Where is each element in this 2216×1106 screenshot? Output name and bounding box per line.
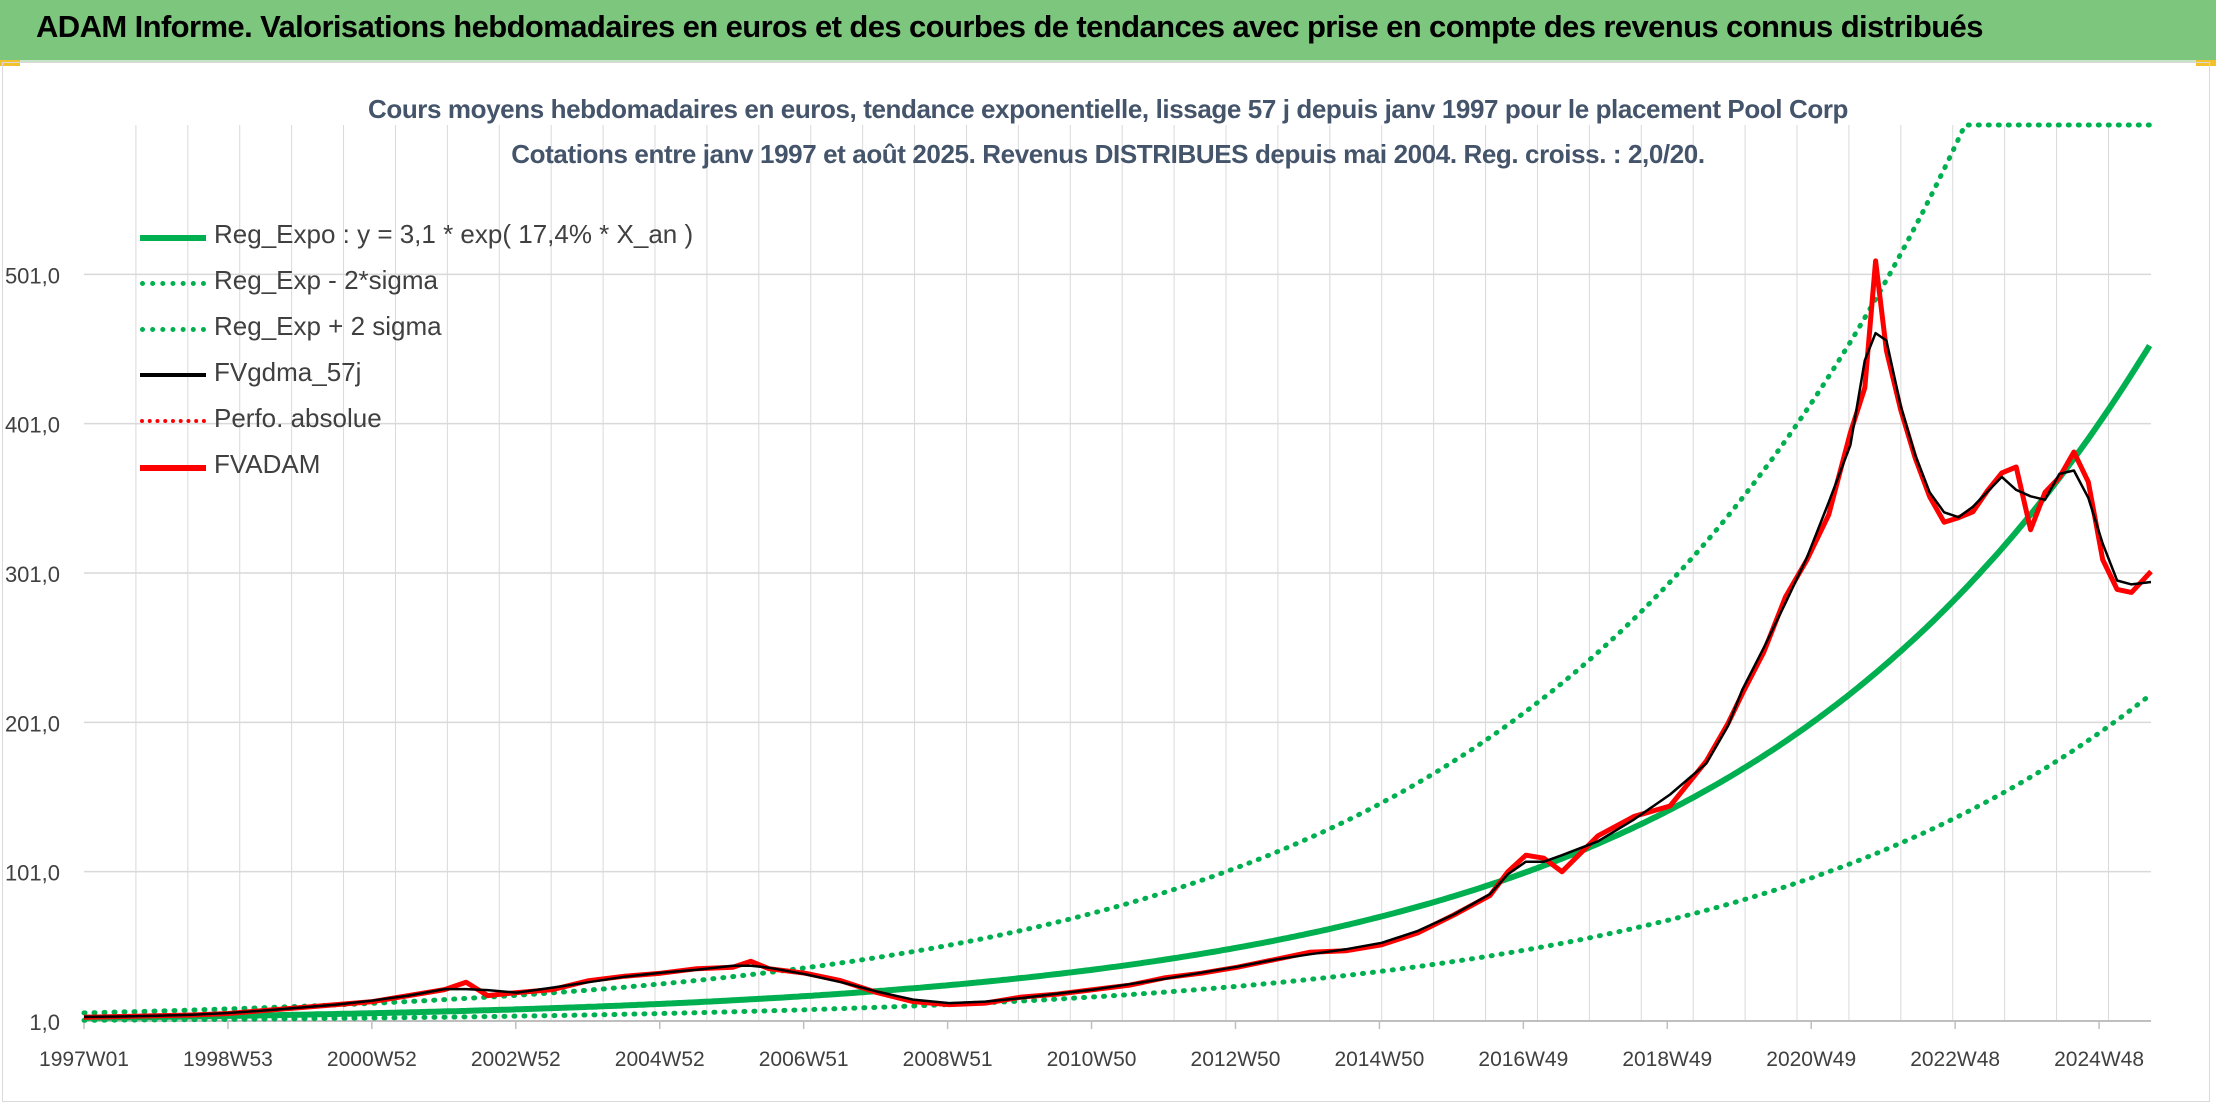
corner-marker-right [2196,60,2216,66]
legend-swatch-fvadam [140,465,206,471]
y-tick-label: 101,0 [5,861,60,886]
x-tick-label: 2016W49 [1478,1048,1568,1071]
legend-item-fvgdma: FVgdma_57j [140,352,740,398]
legend-label-reg-exp-plus: Reg_Exp + 2 sigma [214,311,442,341]
x-tick-label: 2020W49 [1766,1048,1856,1071]
report-header: ADAM Informe. Valorisations hebdomadaire… [0,0,2216,62]
y-tick-label: 501,0 [5,263,60,288]
y-tick-label: 1,0 [29,1010,60,1035]
x-tick-label: 2008W51 [903,1048,993,1071]
corner-marker-left [0,60,20,66]
y-tick-label: 201,0 [5,711,60,736]
legend-label-reg-exp-minus: Reg_Exp - 2*sigma [214,265,438,295]
x-tick-label: 2000W52 [327,1048,417,1071]
x-tick-label: 2010W50 [1047,1048,1137,1071]
x-tick-label: 2002W52 [471,1048,561,1071]
series-reg-exp-plus-2sigma [81,122,2153,1016]
x-tick-label: 1998W53 [183,1048,273,1071]
legend-swatch-reg-expo [140,235,206,241]
series-reg-expo [83,344,2153,1021]
x-tick-label: 2022W48 [1910,1048,2000,1071]
x-tick-label: 2006W51 [759,1048,849,1071]
y-tick-label: 401,0 [5,413,60,438]
x-tick-label: 2014W50 [1334,1048,1424,1071]
x-tick-label: 2018W49 [1622,1048,1712,1071]
series-reg-exp-minus-2sigma [81,693,2153,1023]
legend-swatch-reg-exp-plus [140,327,206,332]
report-title: ADAM Informe. Valorisations hebdomadaire… [36,9,1983,44]
x-tick-label: 2012W50 [1191,1048,1281,1071]
legend-item-reg-expo: Reg_Expo : y = 3,1 * exp( 17,4% * X_an ) [140,214,740,260]
x-tick-label: 1997W01 [39,1048,129,1071]
chart-title: Cours moyens hebdomadaires en euros, ten… [367,94,1849,124]
legend-item-reg-exp-plus: Reg_Exp + 2 sigma [140,306,740,352]
x-tick-label: 2024W48 [2054,1048,2144,1071]
x-tick-label: 2004W52 [615,1048,705,1071]
y-tick-label: 301,0 [5,562,60,587]
chart-legend: Reg_Expo : y = 3,1 * exp( 17,4% * X_an )… [140,214,740,490]
legend-item-fvadam: FVADAM [140,444,740,490]
legend-label-fvadam: FVADAM [214,449,321,479]
legend-label-perfo-absolue: Perfo. absolue [214,403,382,433]
legend-swatch-perfo-absolue [140,419,206,423]
legend-swatch-fvgdma [140,373,206,377]
legend-label-fvgdma: FVgdma_57j [214,357,362,387]
legend-item-reg-exp-minus: Reg_Exp - 2*sigma [140,260,740,306]
legend-item-perfo-absolue: Perfo. absolue [140,398,740,444]
series-fvgdma-57j [83,331,2152,1019]
chart-frame [2,62,2210,1102]
legend-swatch-reg-exp-minus [140,281,206,286]
chart-subtitle: Cotations entre janv 1997 et août 2025. … [511,139,1705,169]
legend-label-reg-expo: Reg_Expo : y = 3,1 * exp( 17,4% * X_an ) [214,219,694,249]
